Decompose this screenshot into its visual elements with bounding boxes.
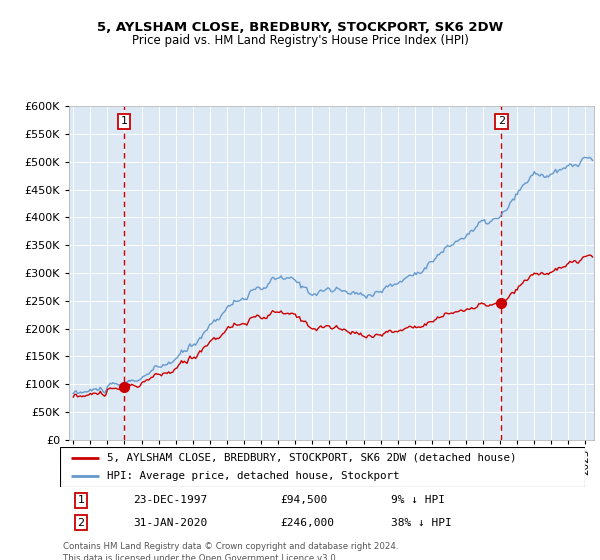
Text: 9% ↓ HPI: 9% ↓ HPI bbox=[391, 496, 445, 505]
Text: 2: 2 bbox=[77, 517, 85, 528]
Text: 38% ↓ HPI: 38% ↓ HPI bbox=[391, 517, 452, 528]
Text: £246,000: £246,000 bbox=[281, 517, 335, 528]
Text: 1: 1 bbox=[121, 116, 127, 127]
Text: £94,500: £94,500 bbox=[281, 496, 328, 505]
Text: 23-DEC-1997: 23-DEC-1997 bbox=[133, 496, 208, 505]
Text: HPI: Average price, detached house, Stockport: HPI: Average price, detached house, Stoc… bbox=[107, 472, 400, 481]
Text: 2: 2 bbox=[498, 116, 505, 127]
Text: 1: 1 bbox=[77, 496, 85, 505]
Text: 5, AYLSHAM CLOSE, BREDBURY, STOCKPORT, SK6 2DW: 5, AYLSHAM CLOSE, BREDBURY, STOCKPORT, S… bbox=[97, 21, 503, 34]
Text: Price paid vs. HM Land Registry's House Price Index (HPI): Price paid vs. HM Land Registry's House … bbox=[131, 34, 469, 46]
Text: 5, AYLSHAM CLOSE, BREDBURY, STOCKPORT, SK6 2DW (detached house): 5, AYLSHAM CLOSE, BREDBURY, STOCKPORT, S… bbox=[107, 453, 517, 463]
Text: 31-JAN-2020: 31-JAN-2020 bbox=[133, 517, 208, 528]
Text: Contains HM Land Registry data © Crown copyright and database right 2024.
This d: Contains HM Land Registry data © Crown c… bbox=[63, 542, 398, 560]
